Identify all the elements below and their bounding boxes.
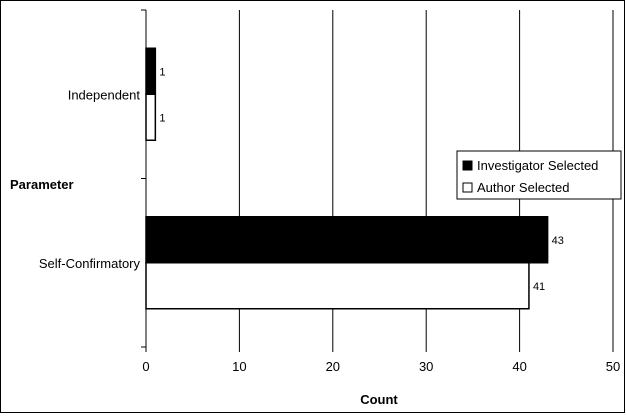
legend-box xyxy=(456,150,622,200)
x-tick-label-20: 20 xyxy=(326,359,340,374)
bar-author-selected-independent xyxy=(145,93,157,141)
data-label-investigator-selected-independent: 1 xyxy=(159,66,165,78)
legend-swatch-investigator-selected xyxy=(462,160,473,171)
y-category-label-independent: Independent xyxy=(68,87,141,102)
y-axis-title: Parameter xyxy=(10,177,74,192)
data-label-author-selected-self-confirmatory: 41 xyxy=(533,281,545,293)
legend: Investigator Selected Author Selected xyxy=(456,150,622,200)
axes: 0 10 20 30 40 50 Independent Self-Confirmatory xyxy=(39,9,620,374)
legend-label-author-selected: Author Selected xyxy=(477,180,570,195)
x-tick-label-40: 40 xyxy=(512,359,526,374)
x-tick-label-30: 30 xyxy=(419,359,433,374)
x-tick-label-50: 50 xyxy=(606,359,620,374)
bars xyxy=(145,47,549,310)
bar-author-selected-self-confirmatory xyxy=(145,262,530,310)
x-tick-label-10: 10 xyxy=(232,359,246,374)
bar-investigator-selected-self-confirmatory xyxy=(145,216,549,264)
data-labels: 1 1 43 41 xyxy=(159,66,564,293)
x-tick-label-0: 0 xyxy=(142,359,149,374)
legend-swatch-author-selected xyxy=(462,182,473,193)
data-label-author-selected-independent: 1 xyxy=(159,112,165,124)
x-axis-title: Count xyxy=(360,392,398,407)
y-category-label-self-confirmatory: Self-Confirmatory xyxy=(39,256,141,271)
legend-label-investigator-selected: Investigator Selected xyxy=(477,158,598,173)
data-label-investigator-selected-self-confirmatory: 43 xyxy=(552,235,564,247)
bar-investigator-selected-independent xyxy=(145,47,157,95)
